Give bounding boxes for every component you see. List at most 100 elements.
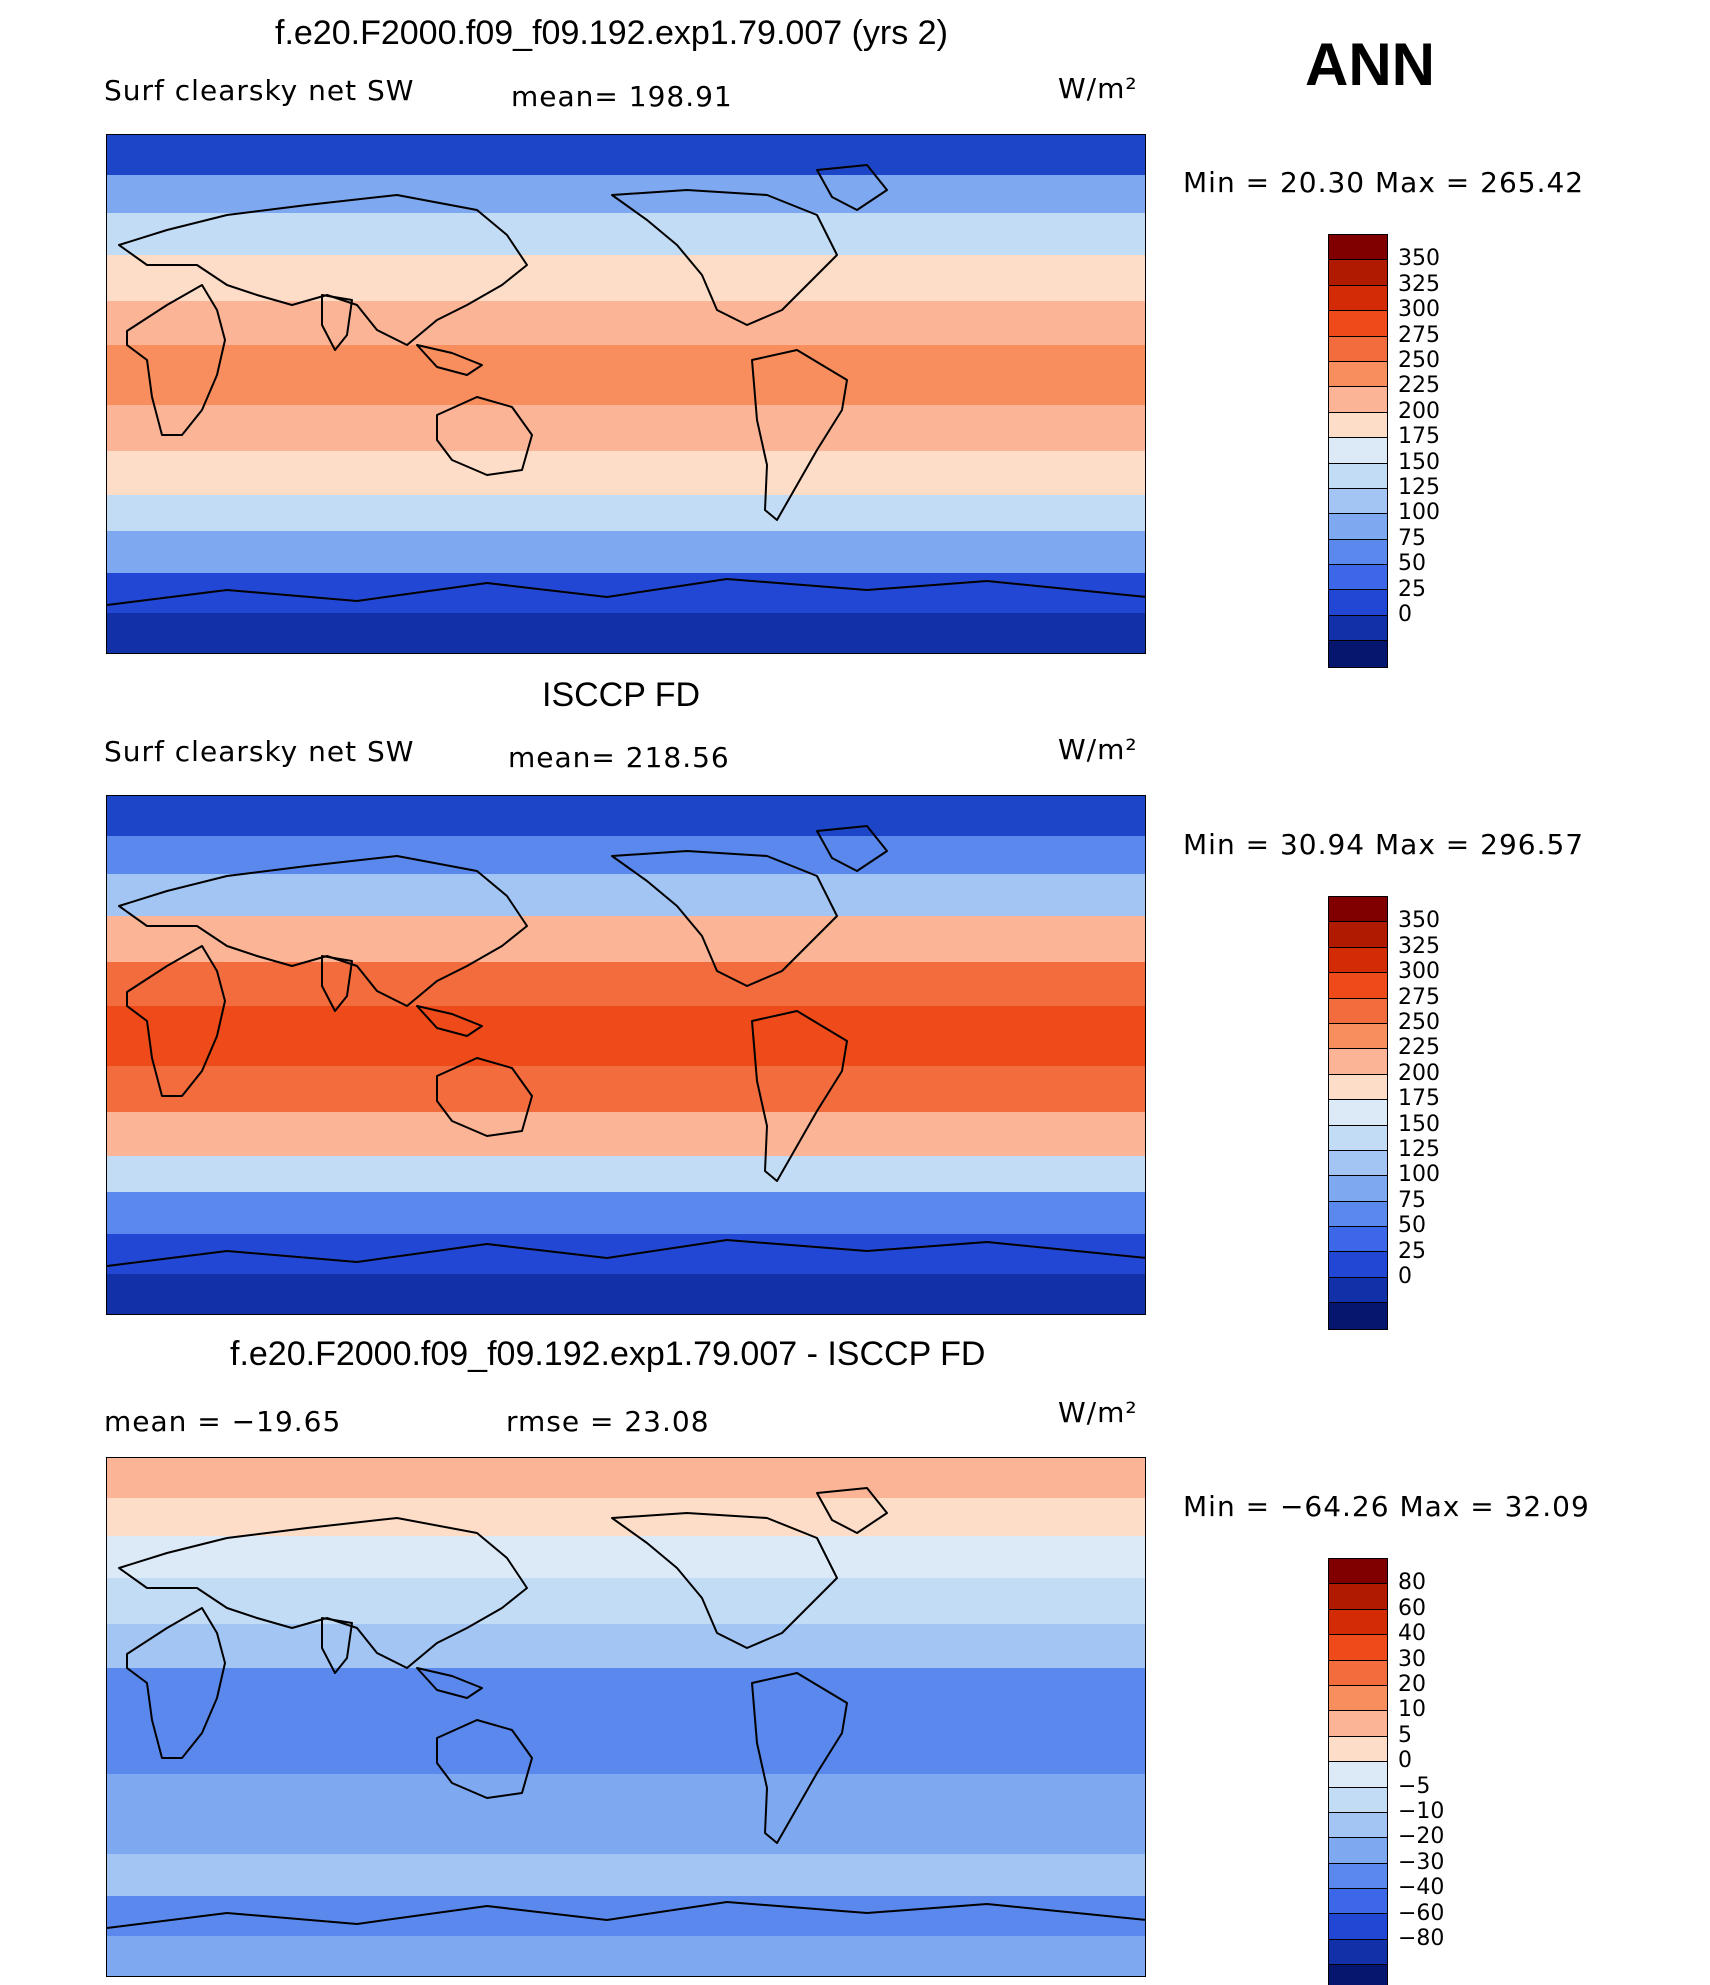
colorbar-swatch: [1329, 1252, 1387, 1278]
coastline: [321, 955, 353, 1012]
latitude-band: [107, 1774, 1145, 1819]
coastline: [611, 1512, 838, 1649]
latitude-band: [107, 1728, 1145, 1775]
colorbar-swatch: [1329, 1812, 1387, 1839]
latitude-band: [107, 1578, 1145, 1625]
colorbar-swatch: [1329, 922, 1387, 948]
colorbar-tick-label: 10: [1398, 1697, 1426, 1723]
latitude-band: [107, 531, 1145, 574]
colorbar-swatch: [1329, 1277, 1387, 1304]
colorbar-tick-label: 300: [1398, 297, 1440, 323]
latitude-band: [107, 1274, 1145, 1314]
panel-2-minmax: Min = 30.94 Max = 296.57: [1183, 828, 1585, 861]
colorbar-tick-label: −60: [1398, 1900, 1445, 1926]
colorbar-swatch: [1329, 1685, 1387, 1712]
latitude-band: [107, 916, 1145, 963]
colorbar-tick-label: −80: [1398, 1926, 1445, 1951]
panel-3-units: W/m²: [1058, 1396, 1138, 1429]
latitude-band: [107, 1192, 1145, 1235]
coastline: [416, 1667, 483, 1699]
latitude-band: [107, 1818, 1145, 1855]
colorbar-swatch: [1329, 285, 1387, 312]
colorbar-tick-label: 100: [1398, 1162, 1440, 1188]
colorbar-swatch: [1329, 1074, 1387, 1101]
panel-3-minmax: Min = −64.26 Max = 32.09: [1183, 1490, 1590, 1523]
colorbar-tick-label: 25: [1398, 1238, 1426, 1264]
latitude-band: [107, 301, 1145, 346]
colorbar-tick-label: 60: [1398, 1595, 1426, 1621]
latitude-band: [107, 135, 1145, 176]
colorbar-tick-label: 50: [1398, 551, 1426, 577]
latitude-band: [107, 255, 1145, 302]
colorbar-tick-label: 275: [1398, 984, 1440, 1010]
latitude-band: [107, 213, 1145, 256]
colorbar-swatch: [1329, 1660, 1387, 1686]
coastline: [126, 945, 226, 1097]
colorbar-swatch: [1329, 1559, 1387, 1585]
colorbar-swatch: [1329, 998, 1387, 1024]
coastline: [816, 164, 888, 211]
colorbar-swatch: [1329, 1863, 1387, 1890]
panel-2-units: W/m²: [1058, 733, 1138, 766]
coastline: [611, 189, 838, 326]
colorbar-tick-label: 325: [1398, 933, 1440, 959]
coastline: [436, 1719, 533, 1799]
colorbar-tick-label: 150: [1398, 449, 1440, 475]
coastline: [107, 578, 1145, 606]
colorbar-tick-label: 350: [1398, 908, 1440, 934]
colorbar-tick-label: 250: [1398, 1010, 1440, 1035]
colorbar-swatch: [1329, 1609, 1387, 1636]
colorbar-tick-label: 150: [1398, 1111, 1440, 1137]
colorbar-swatch: [1329, 1584, 1387, 1610]
colorbar-swatch: [1329, 1711, 1387, 1737]
latitude-band: [107, 1156, 1145, 1193]
colorbar-swatch: [1329, 897, 1387, 923]
colorbar-tick-label: 200: [1398, 1060, 1440, 1086]
coastline: [126, 284, 226, 436]
coastline: [118, 194, 528, 346]
colorbar-tick-label: 200: [1398, 398, 1440, 424]
colorbar-tick-label: 0: [1398, 602, 1412, 627]
season-label: ANN: [1305, 31, 1435, 98]
colorbar-swatch: [1329, 336, 1387, 362]
colorbar-swatch: [1329, 438, 1387, 464]
colorbar-swatch: [1329, 1176, 1387, 1202]
colorbar-swatch: [1329, 1023, 1387, 1050]
panel-1-title: f.e20.F2000.f09_f09.192.exp1.79.007 (yrs…: [275, 14, 948, 52]
coastline: [751, 1010, 848, 1182]
colorbar-tick-label: −20: [1398, 1824, 1445, 1850]
colorbar-swatch: [1329, 947, 1387, 974]
colorbar-swatch: [1329, 488, 1387, 515]
panel-2-variable-label: Surf clearsky net SW: [104, 735, 415, 768]
colorbar-tick-label: 125: [1398, 475, 1440, 500]
colorbar-tick-label: −30: [1398, 1849, 1445, 1875]
colorbar-swatch: [1329, 1762, 1387, 1788]
coastline: [611, 850, 838, 987]
panel-2-map: [106, 795, 1146, 1315]
panel-3-rmse-label: rmse = 23.08: [506, 1405, 710, 1438]
colorbar-tick-label: 275: [1398, 322, 1440, 348]
colorbar-swatch: [1329, 565, 1387, 591]
coastline: [118, 855, 528, 1007]
colorbar-tick-label: 80: [1398, 1570, 1426, 1596]
colorbar-swatch: [1329, 235, 1387, 261]
latitude-band: [107, 962, 1145, 1007]
coastline: [107, 1901, 1145, 1929]
colorbar-swatch: [1329, 1914, 1387, 1940]
colorbar-swatch: [1329, 615, 1387, 642]
latitude-band: [107, 1066, 1145, 1113]
panel-2-mean-label: mean= 218.56: [508, 741, 730, 774]
colorbar-tick-label: 225: [1398, 1035, 1440, 1061]
coastline: [436, 396, 533, 476]
colorbar-swatch: [1329, 387, 1387, 413]
latitude-band: [107, 451, 1145, 496]
latitude-band: [107, 613, 1145, 653]
coastline: [321, 294, 353, 351]
colorbar-tick-label: 0: [1398, 1748, 1412, 1774]
colorbar-swatch: [1329, 1787, 1387, 1813]
colorbar-swatch: [1329, 412, 1387, 439]
latitude-band: [107, 796, 1145, 837]
panel-1-mean-label: mean= 198.91: [511, 80, 733, 113]
colorbar-swatch: [1329, 1100, 1387, 1126]
